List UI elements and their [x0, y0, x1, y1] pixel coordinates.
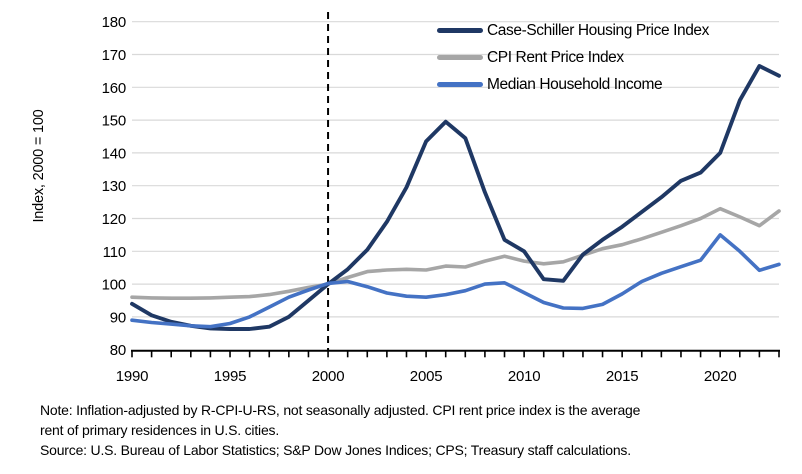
series-line-case-schiller [130, 64, 781, 331]
legend-item-case-schiller: Case-Schiller Housing Price Index [437, 17, 709, 44]
x-tick-label: 2010 [508, 368, 541, 385]
legend: Case-Schiller Housing Price Index CPI Re… [437, 17, 709, 98]
y-tick-label: 130 [102, 178, 126, 195]
y-tick-label: 140 [102, 145, 126, 162]
x-tick-label: 2015 [606, 368, 639, 385]
legend-item-median-income: Median Household Income [437, 71, 709, 98]
y-tick-label: 170 [102, 47, 126, 64]
x-tick-label: 2000 [312, 368, 345, 385]
legend-swatch-cpi-rent-icon [437, 55, 483, 60]
y-tick-label: 100 [102, 277, 126, 294]
y-tick-label: 150 [102, 113, 126, 130]
y-tick-label: 180 [102, 14, 126, 31]
y-tick-label: 120 [102, 211, 126, 228]
legend-label-case-schiller: Case-Schiller Housing Price Index [487, 21, 709, 39]
series-line-median-income [130, 233, 781, 329]
y-tick-label: 160 [102, 80, 126, 97]
y-tick-label: 80 [110, 342, 126, 359]
y-tick-label: 90 [110, 309, 126, 326]
x-tick-label: 1990 [116, 368, 149, 385]
chart-note-line2: rent of primary residences in U.S. citie… [40, 422, 280, 438]
y-tick-label: 110 [103, 244, 126, 261]
x-tick-label: 1995 [214, 368, 247, 385]
legend-swatch-case-schiller-icon [437, 28, 483, 33]
plot-area: 80 90 100 110 120 130 140 150 160 170 180 1990 1995 2… [102, 12, 781, 385]
x-tick-label: 2020 [704, 368, 737, 385]
chart-source: Source: U.S. Bureau of Labor Statistics;… [40, 442, 631, 458]
series-line-cpi-rent [130, 206, 781, 301]
chart-note-line1: Note: Inflation-adjusted by R-CPI-U-RS, … [40, 402, 641, 418]
chart-footnotes: Note: Inflation-adjusted by R-CPI-U-RS, … [40, 400, 790, 460]
legend-swatch-median-income-icon [437, 82, 483, 87]
legend-item-cpi-rent: CPI Rent Price Index [437, 44, 709, 71]
legend-label-cpi-rent: CPI Rent Price Index [487, 48, 624, 66]
y-axis-title: Index, 2000 = 100 [31, 109, 47, 223]
x-tick-label: 2005 [410, 368, 443, 385]
legend-label-median-income: Median Household Income [487, 75, 663, 93]
